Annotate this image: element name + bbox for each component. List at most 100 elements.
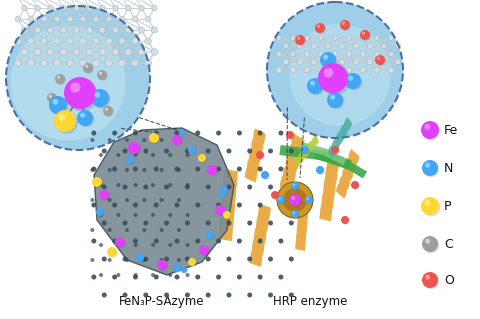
Polygon shape xyxy=(336,149,360,199)
Circle shape xyxy=(362,32,365,35)
Circle shape xyxy=(206,231,214,239)
Circle shape xyxy=(54,16,60,22)
Circle shape xyxy=(151,183,155,187)
Circle shape xyxy=(143,168,146,172)
Circle shape xyxy=(164,149,169,153)
Circle shape xyxy=(200,246,210,256)
Circle shape xyxy=(268,256,273,262)
Circle shape xyxy=(126,156,134,164)
Circle shape xyxy=(219,192,225,198)
Circle shape xyxy=(276,67,282,73)
Circle shape xyxy=(102,256,107,262)
Circle shape xyxy=(125,49,132,56)
Circle shape xyxy=(376,56,386,66)
Circle shape xyxy=(195,275,200,279)
Circle shape xyxy=(80,113,85,118)
Polygon shape xyxy=(279,134,305,193)
Circle shape xyxy=(317,25,320,28)
Circle shape xyxy=(290,36,295,41)
Circle shape xyxy=(361,31,371,41)
Circle shape xyxy=(267,2,403,138)
Circle shape xyxy=(15,38,21,44)
Circle shape xyxy=(283,188,307,212)
Circle shape xyxy=(133,273,138,277)
Circle shape xyxy=(216,203,221,207)
Circle shape xyxy=(237,167,242,172)
Circle shape xyxy=(47,93,57,103)
Circle shape xyxy=(125,138,129,142)
Circle shape xyxy=(129,143,141,155)
Circle shape xyxy=(181,267,188,273)
Circle shape xyxy=(208,166,218,176)
Circle shape xyxy=(102,220,107,226)
Circle shape xyxy=(324,68,333,78)
Circle shape xyxy=(374,51,380,57)
Polygon shape xyxy=(94,128,234,275)
Circle shape xyxy=(277,196,285,204)
Circle shape xyxy=(86,49,93,56)
Circle shape xyxy=(316,166,324,174)
Circle shape xyxy=(216,167,221,172)
Circle shape xyxy=(278,203,283,207)
Circle shape xyxy=(278,167,283,172)
Circle shape xyxy=(15,16,21,22)
Circle shape xyxy=(108,248,118,258)
Circle shape xyxy=(138,49,145,56)
Circle shape xyxy=(180,130,185,136)
Circle shape xyxy=(128,142,140,154)
Circle shape xyxy=(290,51,296,57)
Circle shape xyxy=(423,161,439,177)
Circle shape xyxy=(154,130,159,136)
Text: N: N xyxy=(444,162,454,175)
Circle shape xyxy=(77,110,93,126)
Circle shape xyxy=(289,256,294,262)
Circle shape xyxy=(102,184,107,189)
Circle shape xyxy=(144,256,148,262)
Circle shape xyxy=(207,165,217,175)
Circle shape xyxy=(308,79,324,95)
Circle shape xyxy=(168,273,172,277)
Circle shape xyxy=(195,130,200,136)
Circle shape xyxy=(144,220,148,226)
Circle shape xyxy=(316,24,326,34)
Circle shape xyxy=(305,36,310,41)
Circle shape xyxy=(297,59,303,65)
Circle shape xyxy=(151,243,155,247)
Circle shape xyxy=(116,153,120,157)
Circle shape xyxy=(195,239,200,243)
Circle shape xyxy=(49,95,52,98)
Circle shape xyxy=(53,60,60,66)
Circle shape xyxy=(92,177,102,187)
Circle shape xyxy=(149,133,159,143)
Circle shape xyxy=(108,228,112,232)
Circle shape xyxy=(424,124,430,130)
Circle shape xyxy=(258,203,263,207)
Circle shape xyxy=(277,182,313,218)
Circle shape xyxy=(421,121,439,139)
Circle shape xyxy=(78,111,94,127)
Circle shape xyxy=(86,27,93,33)
Circle shape xyxy=(143,138,146,142)
Circle shape xyxy=(205,256,211,262)
Circle shape xyxy=(261,171,269,179)
Circle shape xyxy=(247,149,252,153)
Text: Fe: Fe xyxy=(444,124,458,137)
Circle shape xyxy=(173,264,181,272)
Circle shape xyxy=(106,60,112,66)
Circle shape xyxy=(422,122,440,140)
Circle shape xyxy=(195,167,200,172)
Circle shape xyxy=(122,293,128,298)
Text: C: C xyxy=(444,239,453,251)
Polygon shape xyxy=(245,129,266,182)
Circle shape xyxy=(22,5,27,11)
Circle shape xyxy=(189,147,197,155)
Circle shape xyxy=(304,67,310,73)
Circle shape xyxy=(28,16,34,22)
Circle shape xyxy=(195,203,200,207)
Polygon shape xyxy=(314,151,367,178)
Circle shape xyxy=(306,197,313,204)
Circle shape xyxy=(295,35,305,45)
Circle shape xyxy=(119,16,125,22)
Circle shape xyxy=(382,43,386,48)
Circle shape xyxy=(177,258,181,262)
